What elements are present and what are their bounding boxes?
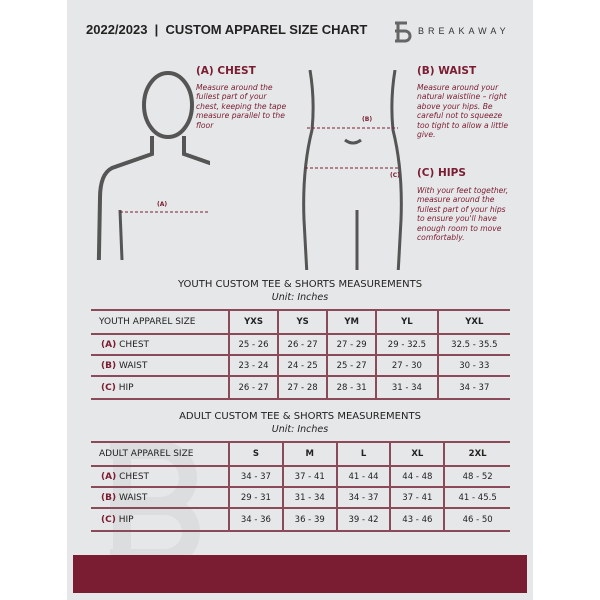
size-column-header: XL — [389, 441, 445, 467]
chest-marker: (A) — [157, 201, 168, 208]
chest-description: Measure around the fullest part of your … — [196, 83, 287, 130]
table-cell: 30 - 33 — [436, 355, 510, 377]
measurement-label: (B) WAIST — [91, 487, 229, 509]
table-cell: 32.5 - 35.5 — [436, 334, 510, 356]
measurement-name: CHEST — [119, 339, 150, 350]
breakaway-logo-icon — [395, 21, 412, 43]
table-cell: 27 - 28 — [277, 376, 328, 400]
table-cell: 29 - 32.5 — [375, 334, 438, 356]
table-cell: 25 - 26 — [227, 334, 279, 356]
youth-unit: Unit: Inches — [271, 292, 329, 303]
table-header-row: YOUTH APPAREL SIZE YXS YS YM YL YXL — [91, 309, 510, 335]
measurement-code: (B) — [101, 492, 117, 503]
size-header: ADULT APPAREL SIZE — [91, 441, 229, 467]
measurement-label: (B) WAIST — [91, 355, 229, 377]
table-cell: 24 - 25 — [277, 355, 328, 377]
size-column-header: YXS — [227, 309, 279, 335]
table-row: (B) WAIST 29 - 31 31 - 34 34 - 37 37 - 41 41 … — [91, 487, 510, 509]
page-title: 2022/2023 | CUSTOM APPAREL SIZE CHART — [86, 22, 368, 37]
measurement-label: (C) HIP — [91, 508, 229, 532]
size-column-header: M — [281, 441, 337, 467]
table-row: (B) WAIST 23 - 24 24 - 25 25 - 27 27 - 30 30 … — [91, 355, 510, 377]
measurement-code: (A) — [101, 471, 117, 482]
table-cell: 39 - 42 — [335, 508, 391, 532]
waist-description: Measure around your natural waistline – … — [417, 83, 508, 140]
table-cell: 37 - 41 — [281, 466, 337, 488]
table-cell: 31 - 34 — [375, 376, 438, 400]
table-cell: 31 - 34 — [281, 487, 337, 509]
measurement-code: (A) — [101, 339, 117, 350]
size-column-header: 2XL — [443, 441, 510, 467]
measurement-code: (C) — [101, 514, 116, 525]
table-cell: 41 - 44 — [335, 466, 391, 488]
measurement-label: (C) HIP — [91, 376, 229, 400]
size-column-header: S — [228, 441, 283, 467]
chest-title: (A) CHEST — [196, 65, 256, 77]
table-cell: 26 - 27 — [227, 376, 279, 400]
table-cell: 37 - 41 — [389, 487, 445, 509]
hips-title: (C) HIPS — [417, 167, 466, 179]
table-cell: 34 - 37 — [436, 376, 510, 400]
adult-unit: Unit: Inches — [271, 424, 329, 435]
table-cell: 44 - 48 — [389, 466, 445, 488]
table-row: (C) HIP 34 - 36 36 - 39 39 - 42 43 - 46 46 - … — [91, 508, 510, 532]
table-header-row: ADULT APPAREL SIZE S M L XL 2XL — [91, 441, 510, 467]
measurement-code: (B) — [101, 360, 117, 371]
youth-table-title: YOUTH CUSTOM TEE & SHORTS MEASUREMENTS — [177, 279, 423, 290]
size-column-header: YM — [326, 309, 377, 335]
table-cell: 27 - 30 — [375, 355, 438, 377]
waist-marker: (B) — [362, 116, 373, 123]
table-cell: 25 - 27 — [326, 355, 377, 377]
hips-description: With your feet together, measure around … — [417, 186, 509, 243]
size-column-header: YXL — [436, 309, 510, 335]
measurement-name: WAIST — [118, 360, 148, 371]
waist-hips-figure-illustration — [302, 70, 403, 270]
measurement-code: (C) — [101, 382, 116, 393]
footer-bar — [73, 555, 527, 593]
table-cell: 26 - 27 — [277, 334, 328, 356]
table-row: (A) CHEST 34 - 37 37 - 41 41 - 44 44 - 48 48 … — [91, 466, 510, 488]
table-cell: 41 - 45.5 — [443, 487, 510, 509]
table-row: (A) CHEST 25 - 26 26 - 27 27 - 29 29 - 32.5 3… — [91, 334, 510, 356]
measurement-label: (A) CHEST — [91, 334, 229, 356]
measurement-label: (A) CHEST — [91, 466, 229, 488]
measurement-name: WAIST — [118, 492, 148, 503]
table-cell: 36 - 39 — [281, 508, 337, 532]
table-cell: 29 - 31 — [228, 487, 283, 509]
hips-marker: (C) — [390, 172, 400, 179]
measurement-name: HIP — [118, 382, 134, 393]
size-column-header: YL — [375, 309, 438, 335]
table-cell: 34 - 37 — [335, 487, 391, 509]
adult-table-title: ADULT CUSTOM TEE & SHORTS MEASUREMENTS — [179, 411, 421, 422]
size-column-header: YS — [277, 309, 328, 335]
size-header: YOUTH APPAREL SIZE — [91, 309, 229, 335]
adult-size-table: ADULT APPAREL SIZE S M L XL 2XL (A) CHEST 34 - … — [91, 441, 510, 532]
measurement-name: HIP — [118, 514, 134, 525]
table-row: (C) HIP 26 - 27 27 - 28 28 - 31 31 - 34 34 - … — [91, 376, 510, 400]
table-cell: 34 - 36 — [228, 508, 283, 532]
waist-title: (B) WAIST — [417, 65, 477, 77]
table-cell: 23 - 24 — [227, 355, 279, 377]
table-cell: 43 - 46 — [389, 508, 445, 532]
table-cell: 48 - 52 — [443, 466, 510, 488]
table-cell: 28 - 31 — [326, 376, 377, 400]
measurement-name: CHEST — [119, 471, 150, 482]
brand-name: BREAKAWAY — [418, 26, 510, 36]
size-column-header: L — [335, 441, 391, 467]
table-cell: 27 - 29 — [326, 334, 377, 356]
table-cell: 46 - 50 — [443, 508, 510, 532]
youth-size-table: YOUTH APPAREL SIZE YXS YS YM YL YXL (A) CHEST 2… — [91, 309, 510, 400]
chest-figure-illustration — [96, 71, 210, 260]
table-cell: 34 - 37 — [228, 466, 283, 488]
